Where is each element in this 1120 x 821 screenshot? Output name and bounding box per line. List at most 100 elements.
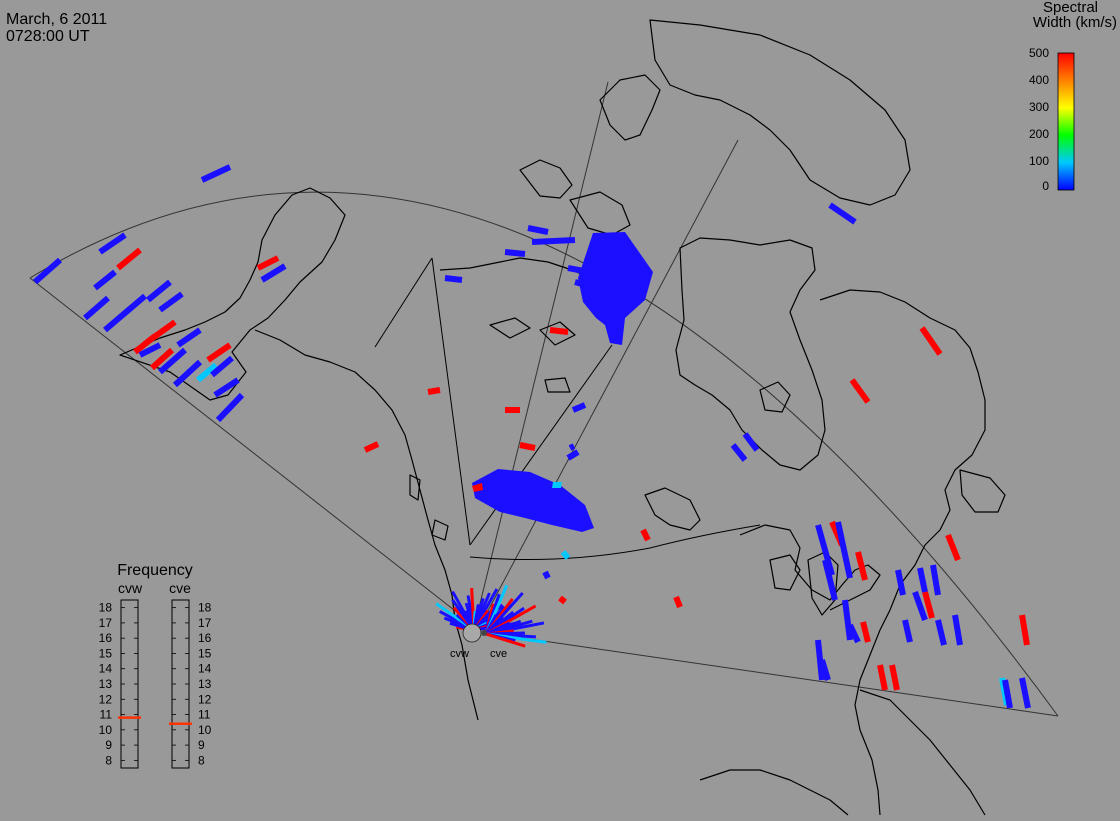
scatter-cell xyxy=(83,295,110,321)
scatter-cell xyxy=(815,639,825,681)
scatter-cell xyxy=(1002,679,1013,709)
frequency-tick-label-cvw: 14 xyxy=(99,662,113,676)
scatter-cell xyxy=(146,279,172,303)
scale-tick: 300 xyxy=(1029,100,1049,114)
scatter-cell xyxy=(519,442,536,451)
coastlines xyxy=(119,19,1006,816)
scatter-cell xyxy=(444,275,463,283)
scatter-region xyxy=(578,232,653,345)
scatter-cell xyxy=(935,619,947,646)
scatter-cell xyxy=(200,164,232,183)
scatter-cell xyxy=(640,528,651,542)
frequency-tick-label-cve: 16 xyxy=(198,631,212,645)
scatter-cell xyxy=(196,362,218,383)
scatter-cell xyxy=(1019,614,1030,646)
scatter-cell xyxy=(847,623,861,644)
scatter-cell xyxy=(103,293,147,333)
frequency-tick-label-cvw: 9 xyxy=(105,738,112,752)
radar-sites: cvw cve xyxy=(450,623,507,660)
scale-colorbar xyxy=(1057,52,1075,191)
scatter-cell xyxy=(527,225,549,235)
scatter-region xyxy=(472,469,594,532)
frequency-tick-label-cve: 18 xyxy=(198,601,212,615)
field-of-view-outline xyxy=(29,81,1059,717)
scatter-cell xyxy=(877,664,888,691)
scatter-cell xyxy=(206,342,232,363)
scatter-cell xyxy=(176,327,202,348)
scatter-cell xyxy=(855,551,868,581)
scatter-cell xyxy=(952,614,963,646)
frequency-tick-label-cvw: 11 xyxy=(100,708,113,722)
frequency-tick-label-cve: 13 xyxy=(198,677,212,691)
frequency-tick-label-cvw: 8 xyxy=(105,753,112,767)
scatter-cell xyxy=(558,595,567,605)
scatter-cell xyxy=(912,590,928,622)
scatter-cell xyxy=(860,621,871,643)
scatter-cell xyxy=(822,559,838,601)
radar-site-label-cvw: cvw xyxy=(450,648,469,660)
political-borders xyxy=(374,257,761,561)
scatter-cell xyxy=(835,521,853,579)
radar-site-cve-marker xyxy=(481,630,487,636)
scatter-cell xyxy=(363,441,380,453)
scatter-cell xyxy=(742,432,760,452)
frequency-tick-label-cvw: 10 xyxy=(99,723,113,737)
scatter-cell xyxy=(568,443,576,451)
scatter-cell xyxy=(917,567,928,593)
scale-tick: 500 xyxy=(1029,46,1049,60)
scatter-cell xyxy=(215,392,245,423)
frequency-tick-label-cve: 12 xyxy=(198,692,212,706)
scatter-cell xyxy=(819,659,831,681)
scale-tick: 100 xyxy=(1029,154,1049,168)
scatter-cell xyxy=(571,402,587,413)
scatter-cell xyxy=(149,347,175,371)
scatter-cell xyxy=(842,599,853,641)
scatter-cell xyxy=(427,387,441,395)
scatter-cell xyxy=(98,232,127,255)
frequency-tick-label-cvw: 17 xyxy=(99,616,113,630)
scale-tick: 200 xyxy=(1029,127,1049,141)
scatter-cell xyxy=(172,359,203,388)
scatter-cell xyxy=(504,249,526,257)
scale-tick: 400 xyxy=(1029,73,1049,87)
frequency-cve-label: cve xyxy=(169,580,191,596)
scatter-cell xyxy=(158,291,184,313)
scatter-cell xyxy=(33,257,62,285)
scatter-cell xyxy=(485,632,526,648)
scatter-cell xyxy=(158,347,187,375)
frequency-tick-label-cvw: 12 xyxy=(99,692,113,706)
frequency-tick-label-cve: 8 xyxy=(198,753,205,767)
frequency-tick-label-cve: 17 xyxy=(198,616,212,630)
scatter-region xyxy=(472,483,483,492)
radar-site-cvw-marker xyxy=(462,623,482,643)
scatter-cell xyxy=(673,595,683,609)
scatter-cell xyxy=(116,247,142,271)
scatter-cell xyxy=(930,564,941,596)
frequency-cvw-label: cvw xyxy=(118,580,143,596)
scatter-cell xyxy=(895,569,906,596)
scatter-region xyxy=(552,482,562,488)
frequency-tick-label-cvw: 16 xyxy=(99,631,113,645)
scatter-cell xyxy=(922,591,935,619)
radar-site-label-cve: cve xyxy=(490,648,507,660)
scatter-cell xyxy=(560,550,571,560)
scatter-cell xyxy=(138,342,162,358)
frequency-tick-label-cve: 11 xyxy=(198,708,211,722)
frequency-tick-label-cve: 10 xyxy=(198,723,212,737)
scatter-cell xyxy=(213,377,240,398)
scale-tick: 0 xyxy=(1042,179,1049,193)
scatter-cell xyxy=(889,664,900,691)
frequency-tick-label-cve: 9 xyxy=(198,738,205,752)
scatter-cell xyxy=(849,378,871,404)
frequency-tick-label-cvw: 15 xyxy=(99,646,113,660)
frequency-tick-label-cvw: 18 xyxy=(99,601,113,615)
scale-title-line1: Spectral xyxy=(1043,0,1098,16)
scatter-cell xyxy=(730,443,748,462)
scale-title-line2: Width (km/s) xyxy=(1033,14,1117,31)
date-label: March, 6 2011 xyxy=(6,11,107,28)
scatter-cell xyxy=(531,237,576,245)
scatter-cell xyxy=(919,326,943,356)
scatter-cells xyxy=(33,164,1031,709)
